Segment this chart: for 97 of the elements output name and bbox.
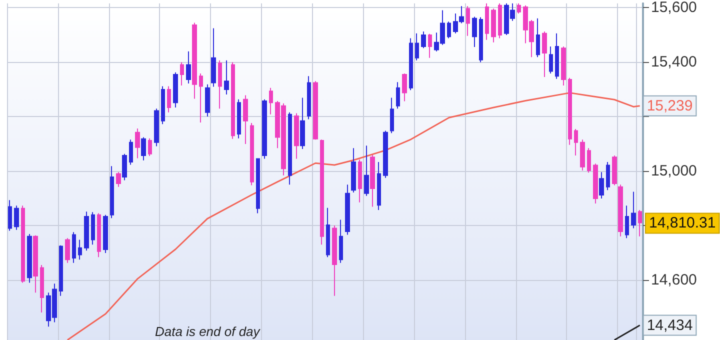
candlestick [618, 184, 623, 237]
candlestick [211, 28, 216, 88]
candlestick [27, 233, 32, 284]
candlestick [91, 212, 95, 246]
candlestick [237, 98, 241, 139]
candlestick [402, 72, 407, 102]
candlestick [421, 30, 426, 49]
candlestick [167, 86, 171, 113]
candlestick [33, 234, 38, 294]
candlestick [116, 172, 121, 188]
candlestick [192, 22, 197, 100]
candlestick [383, 130, 388, 178]
candlestick [288, 112, 292, 186]
candlestick [231, 62, 235, 140]
candlestick [135, 128, 140, 159]
candlestick [320, 139, 324, 246]
candlestick [186, 50, 191, 84]
candlestick [59, 244, 63, 296]
candlestick [262, 98, 267, 160]
candlestick [65, 238, 70, 264]
candlestick [625, 205, 629, 239]
candlestick [396, 82, 400, 110]
candlestick [300, 97, 305, 150]
candlestick [256, 158, 260, 214]
candlestick [606, 162, 610, 191]
candlestick [339, 219, 343, 264]
candlestick [8, 200, 12, 232]
candlestick [129, 139, 133, 166]
candlestick [294, 112, 299, 160]
candlestick [40, 264, 44, 313]
candlestick [148, 138, 152, 157]
candlestick [97, 212, 101, 258]
y-tick-label: 15,000 [651, 162, 697, 180]
candlestick [587, 148, 591, 174]
candlestick [415, 32, 419, 61]
candlestick [122, 153, 127, 181]
y-tick-label: 15,400 [651, 54, 697, 71]
candlestick [593, 163, 598, 204]
line-series [66, 92, 641, 340]
candlestick [14, 205, 19, 230]
candlestick [154, 108, 159, 147]
candlestick [580, 139, 585, 171]
candlestick [479, 16, 483, 63]
candlestick [472, 16, 477, 48]
candlestick [72, 232, 76, 264]
candlestick [250, 122, 254, 186]
candlestick [390, 97, 394, 134]
candlestick [542, 30, 547, 78]
candlestick [574, 128, 578, 156]
candlestick [485, 2, 489, 40]
candlestick [110, 166, 114, 219]
data-label: 15,239 [646, 97, 693, 114]
candlestick [561, 46, 566, 86]
candlestick [428, 33, 432, 58]
candlestick [351, 148, 356, 194]
candlestick [568, 77, 572, 146]
candlestick [491, 8, 496, 43]
candlestick [326, 207, 330, 258]
candlestick [536, 18, 540, 58]
candlestick [103, 214, 108, 254]
candlestick [205, 84, 210, 118]
candlestick [243, 94, 248, 145]
candlestick [269, 87, 273, 115]
candlestick [307, 76, 311, 120]
candlestick [409, 38, 413, 91]
candlestick [173, 72, 178, 108]
candlestick [599, 172, 604, 200]
candlestick [180, 62, 184, 86]
candlestick [447, 21, 451, 39]
annotation: Data is end of day [155, 324, 262, 339]
candlestick [377, 162, 381, 210]
y-tick-label: 14,600 [651, 272, 697, 289]
candlestick [78, 239, 82, 260]
candlestick [199, 72, 203, 124]
candlestick [141, 136, 146, 161]
candlestick [218, 60, 222, 110]
candlestick [555, 32, 559, 80]
candlestick [549, 46, 553, 74]
text: 14,810.31 [649, 214, 716, 232]
candlestick [224, 60, 229, 95]
candlestick [358, 159, 362, 203]
candlestick [370, 154, 375, 208]
candlestick [84, 211, 89, 252]
candlestick [332, 225, 337, 296]
y-tick-label: 15,600 [651, 0, 697, 16]
candlestick [466, 6, 470, 36]
candlestick [638, 210, 642, 237]
candlestick [364, 145, 369, 196]
candlestick [313, 80, 318, 140]
data-label: 14,434 [646, 316, 693, 334]
candlestick [612, 154, 617, 186]
candlestick [345, 184, 350, 236]
candlestick [161, 86, 165, 125]
candlestick [498, 2, 502, 39]
candlestick [631, 191, 636, 229]
candlestick [21, 205, 25, 284]
candlestick [517, 2, 521, 14]
